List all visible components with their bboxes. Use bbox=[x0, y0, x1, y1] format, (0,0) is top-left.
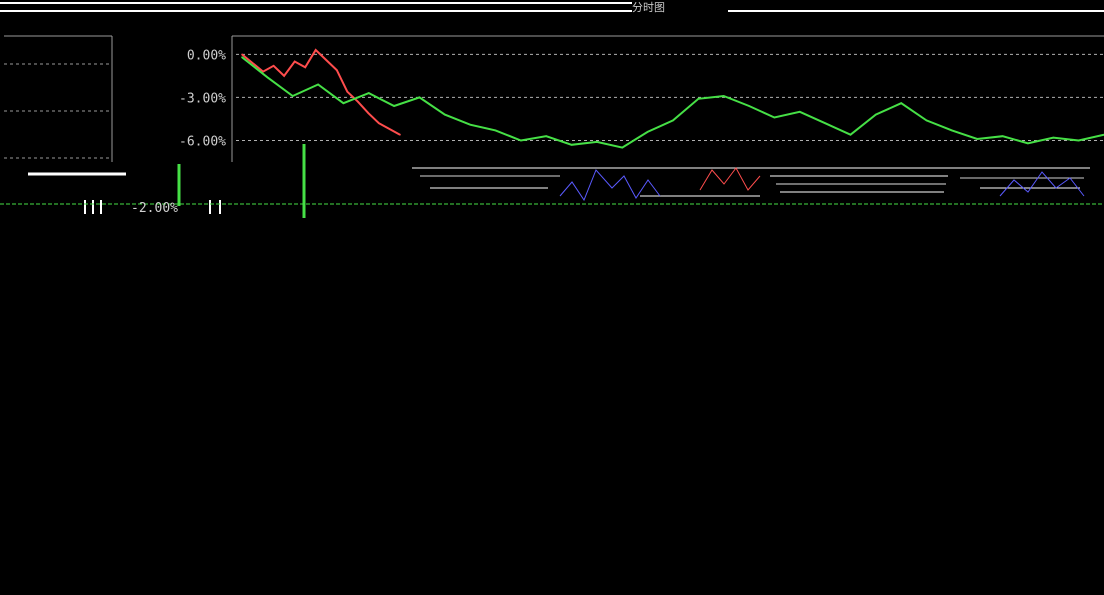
data-point bbox=[418, 96, 421, 99]
title-bar-rule-top bbox=[0, 2, 632, 4]
data-point bbox=[697, 98, 700, 100]
noise-trace bbox=[699, 167, 761, 191]
y-tick-label: 0.00% bbox=[187, 48, 226, 63]
data-point bbox=[357, 100, 359, 103]
data-point bbox=[266, 76, 269, 79]
data-point bbox=[469, 123, 472, 126]
noise-band bbox=[412, 167, 1090, 202]
data-point bbox=[1077, 139, 1080, 142]
average-line bbox=[241, 56, 1104, 149]
title-bar: 分时图 bbox=[0, 0, 1104, 18]
data-point bbox=[291, 95, 294, 97]
plot-frame bbox=[231, 35, 1104, 162]
volume-bars bbox=[84, 144, 306, 218]
data-point bbox=[900, 102, 902, 104]
data-point bbox=[646, 131, 649, 133]
data-point bbox=[378, 122, 380, 124]
data-point bbox=[325, 59, 328, 61]
data-point bbox=[722, 95, 725, 97]
data-point bbox=[849, 133, 852, 136]
data-point bbox=[399, 133, 401, 136]
data-point bbox=[1052, 136, 1055, 139]
window-title: 分时图 bbox=[632, 1, 665, 14]
grid-lines bbox=[236, 53, 1104, 141]
y-tick-label: -3.00% bbox=[179, 91, 226, 106]
data-point bbox=[875, 113, 877, 116]
data-point bbox=[317, 83, 319, 86]
left-panel bbox=[4, 35, 126, 176]
data-point bbox=[570, 144, 573, 146]
data-point bbox=[976, 138, 978, 140]
intraday-chart: 0.00% -3.00% -6.00% bbox=[0, 35, 1104, 218]
data-point bbox=[951, 129, 953, 132]
y-tick-label: -6.00% bbox=[179, 134, 226, 149]
data-point bbox=[925, 119, 928, 122]
noise-trace bbox=[999, 171, 1085, 197]
series-layer bbox=[241, 48, 1104, 149]
y-tick-labels: 0.00% -3.00% -6.00% bbox=[179, 48, 226, 149]
data-point bbox=[336, 69, 338, 71]
data-point bbox=[251, 62, 254, 64]
data-point bbox=[367, 112, 370, 114]
data-point bbox=[293, 60, 296, 63]
data-point bbox=[545, 135, 547, 137]
title-bar-rule-right bbox=[728, 10, 1104, 12]
data-point bbox=[368, 92, 370, 94]
data-point bbox=[444, 113, 446, 116]
data-point bbox=[799, 111, 801, 113]
data-point bbox=[520, 139, 522, 142]
price-line bbox=[241, 48, 401, 136]
data-point bbox=[346, 90, 349, 93]
data-point bbox=[748, 105, 750, 107]
data-point bbox=[283, 75, 285, 77]
data-point bbox=[494, 129, 497, 132]
data-point bbox=[241, 56, 243, 58]
data-point bbox=[672, 119, 674, 122]
data-point bbox=[824, 122, 826, 124]
bottom-label: -2.00% bbox=[131, 201, 178, 216]
data-point bbox=[272, 65, 275, 67]
data-point bbox=[393, 105, 395, 107]
data-point bbox=[388, 128, 391, 130]
data-point bbox=[262, 70, 264, 73]
data-point bbox=[304, 66, 307, 69]
lower-pane bbox=[0, 230, 1104, 595]
data-point bbox=[1027, 142, 1029, 145]
data-point bbox=[342, 102, 345, 104]
data-point bbox=[314, 49, 317, 51]
data-point bbox=[1001, 135, 1004, 137]
data-point bbox=[241, 53, 243, 56]
data-point bbox=[621, 146, 624, 149]
noise-trace bbox=[559, 169, 661, 202]
title-bar-rule-bottom bbox=[0, 10, 632, 12]
data-point bbox=[596, 141, 598, 143]
data-point bbox=[773, 116, 776, 119]
